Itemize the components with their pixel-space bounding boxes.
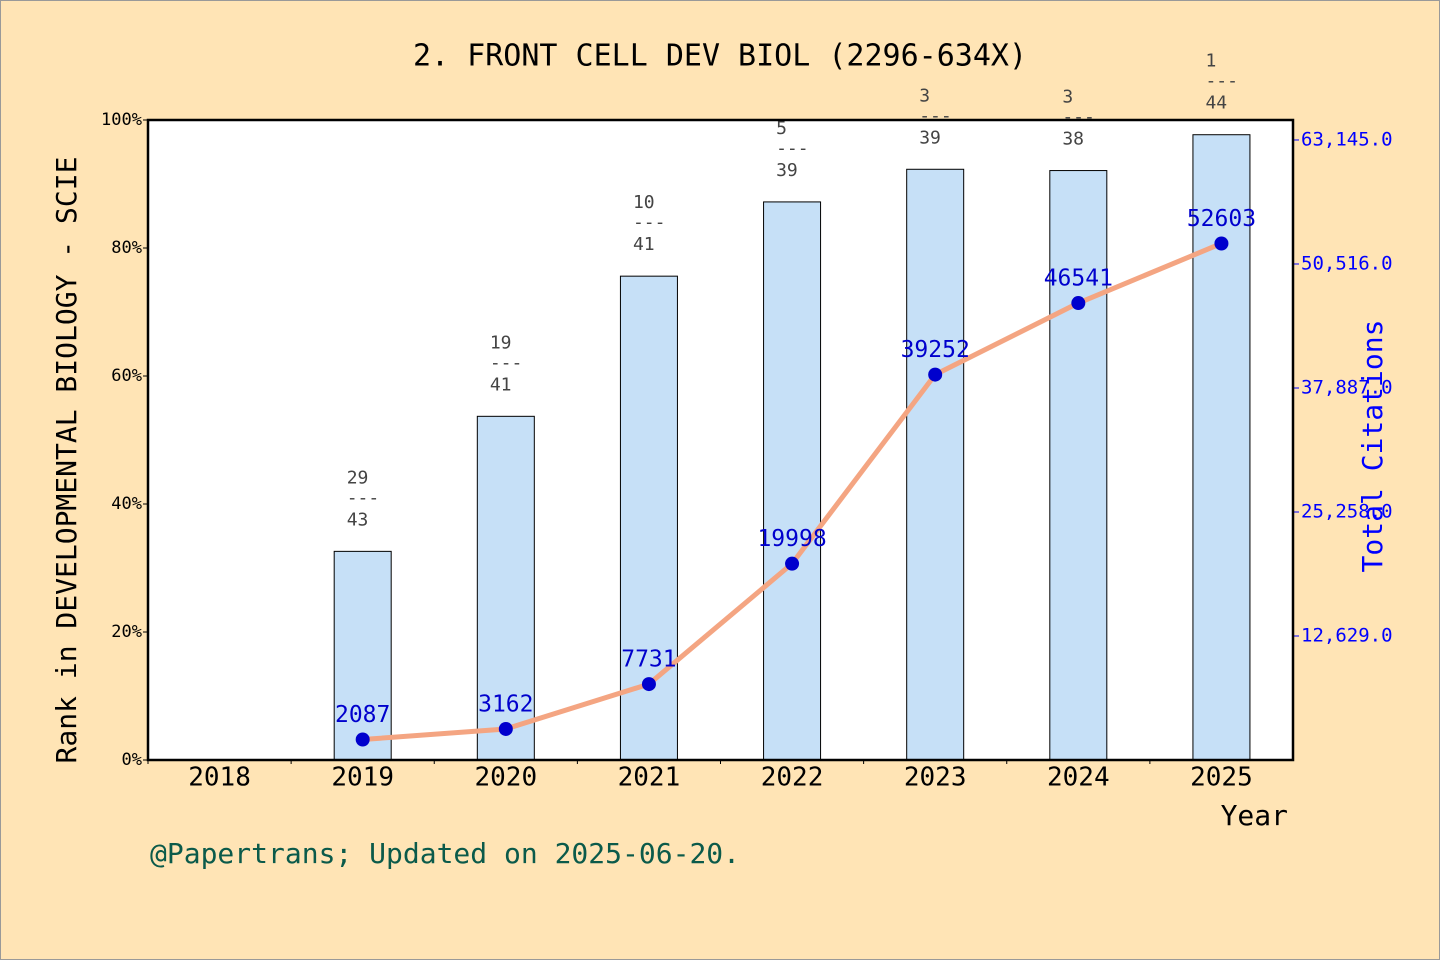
rank-label: 29 — [347, 467, 369, 488]
rank-label: 39 — [919, 127, 941, 148]
y-tick-label: 80% — [111, 238, 142, 258]
rank-label: --- — [633, 212, 666, 233]
point — [355, 732, 370, 747]
value-label: 46541 — [1044, 266, 1113, 292]
point — [1214, 236, 1229, 251]
rank-label: --- — [776, 138, 809, 159]
bar — [1049, 170, 1108, 761]
x-tick-label: 2022 — [761, 763, 824, 793]
rank-label: 43 — [347, 509, 369, 530]
rank-label: --- — [490, 352, 523, 373]
y2-tick-label: 25,258.0 — [1301, 500, 1393, 522]
chart-title: 2. FRONT CELL DEV BIOL (2296-634X) — [413, 39, 1027, 74]
y2-tick-label: 12,629.0 — [1301, 624, 1393, 646]
value-label: 3162 — [478, 691, 533, 717]
y2-axis-label: Total Citations — [1356, 320, 1389, 573]
y-tick-label: 0% — [122, 750, 142, 770]
x-tick-label: 2020 — [475, 763, 538, 793]
rank-label: 5 — [776, 118, 787, 139]
rank-label: 3 — [919, 85, 930, 106]
rank-label: 3 — [1062, 87, 1073, 108]
y-tick-label: 100% — [101, 110, 142, 130]
value-label: 19998 — [757, 526, 826, 552]
point — [498, 721, 513, 736]
rank-label: 41 — [490, 374, 512, 395]
point — [785, 556, 800, 571]
rank-label: 44 — [1205, 93, 1227, 114]
value-label: 52603 — [1187, 206, 1256, 232]
x-tick-label: 2019 — [331, 763, 394, 793]
y-axis-label: Rank in DEVELOPMENTAL BIOLOGY - SCIE — [50, 157, 83, 764]
y2-tick-label: 50,516.0 — [1301, 252, 1393, 274]
footer: @Papertrans; Updated on 2025-06-20. — [150, 837, 740, 870]
bar — [906, 168, 965, 761]
y2-tick-label: 63,145.0 — [1301, 128, 1393, 150]
x-tick-label: 2023 — [904, 763, 967, 793]
point — [1071, 296, 1086, 311]
point — [641, 677, 656, 692]
y-tick-label: 60% — [111, 366, 142, 386]
value-label: 39252 — [901, 337, 970, 363]
x-tick-label: 2018 — [188, 763, 251, 793]
y-tick-label: 40% — [111, 494, 142, 514]
plot-area — [148, 120, 1293, 760]
rank-label: --- — [347, 487, 380, 508]
rank-label: 10 — [633, 192, 655, 213]
x-tick-label: 2024 — [1047, 763, 1110, 793]
rank-label: --- — [919, 105, 952, 126]
rank-label: 41 — [633, 234, 655, 255]
point — [928, 367, 943, 382]
bar — [763, 201, 822, 761]
x-axis-label: Year — [1221, 799, 1288, 832]
y-tick-label: 20% — [111, 622, 142, 642]
bar — [476, 415, 535, 761]
rank-label: --- — [1205, 71, 1238, 92]
rank-label: 38 — [1062, 129, 1084, 150]
rank-label: 39 — [776, 160, 798, 181]
rank-label: 19 — [490, 332, 512, 353]
value-label: 7731 — [621, 647, 676, 673]
x-tick-label: 2025 — [1190, 763, 1253, 793]
x-tick-label: 2021 — [618, 763, 681, 793]
bar — [333, 550, 392, 761]
y2-tick-label: 37,887.0 — [1301, 376, 1393, 398]
rank-label: --- — [1062, 107, 1095, 128]
value-label: 2087 — [335, 702, 390, 728]
rank-label: 1 — [1205, 51, 1216, 72]
plot-frame — [146, 118, 1295, 762]
